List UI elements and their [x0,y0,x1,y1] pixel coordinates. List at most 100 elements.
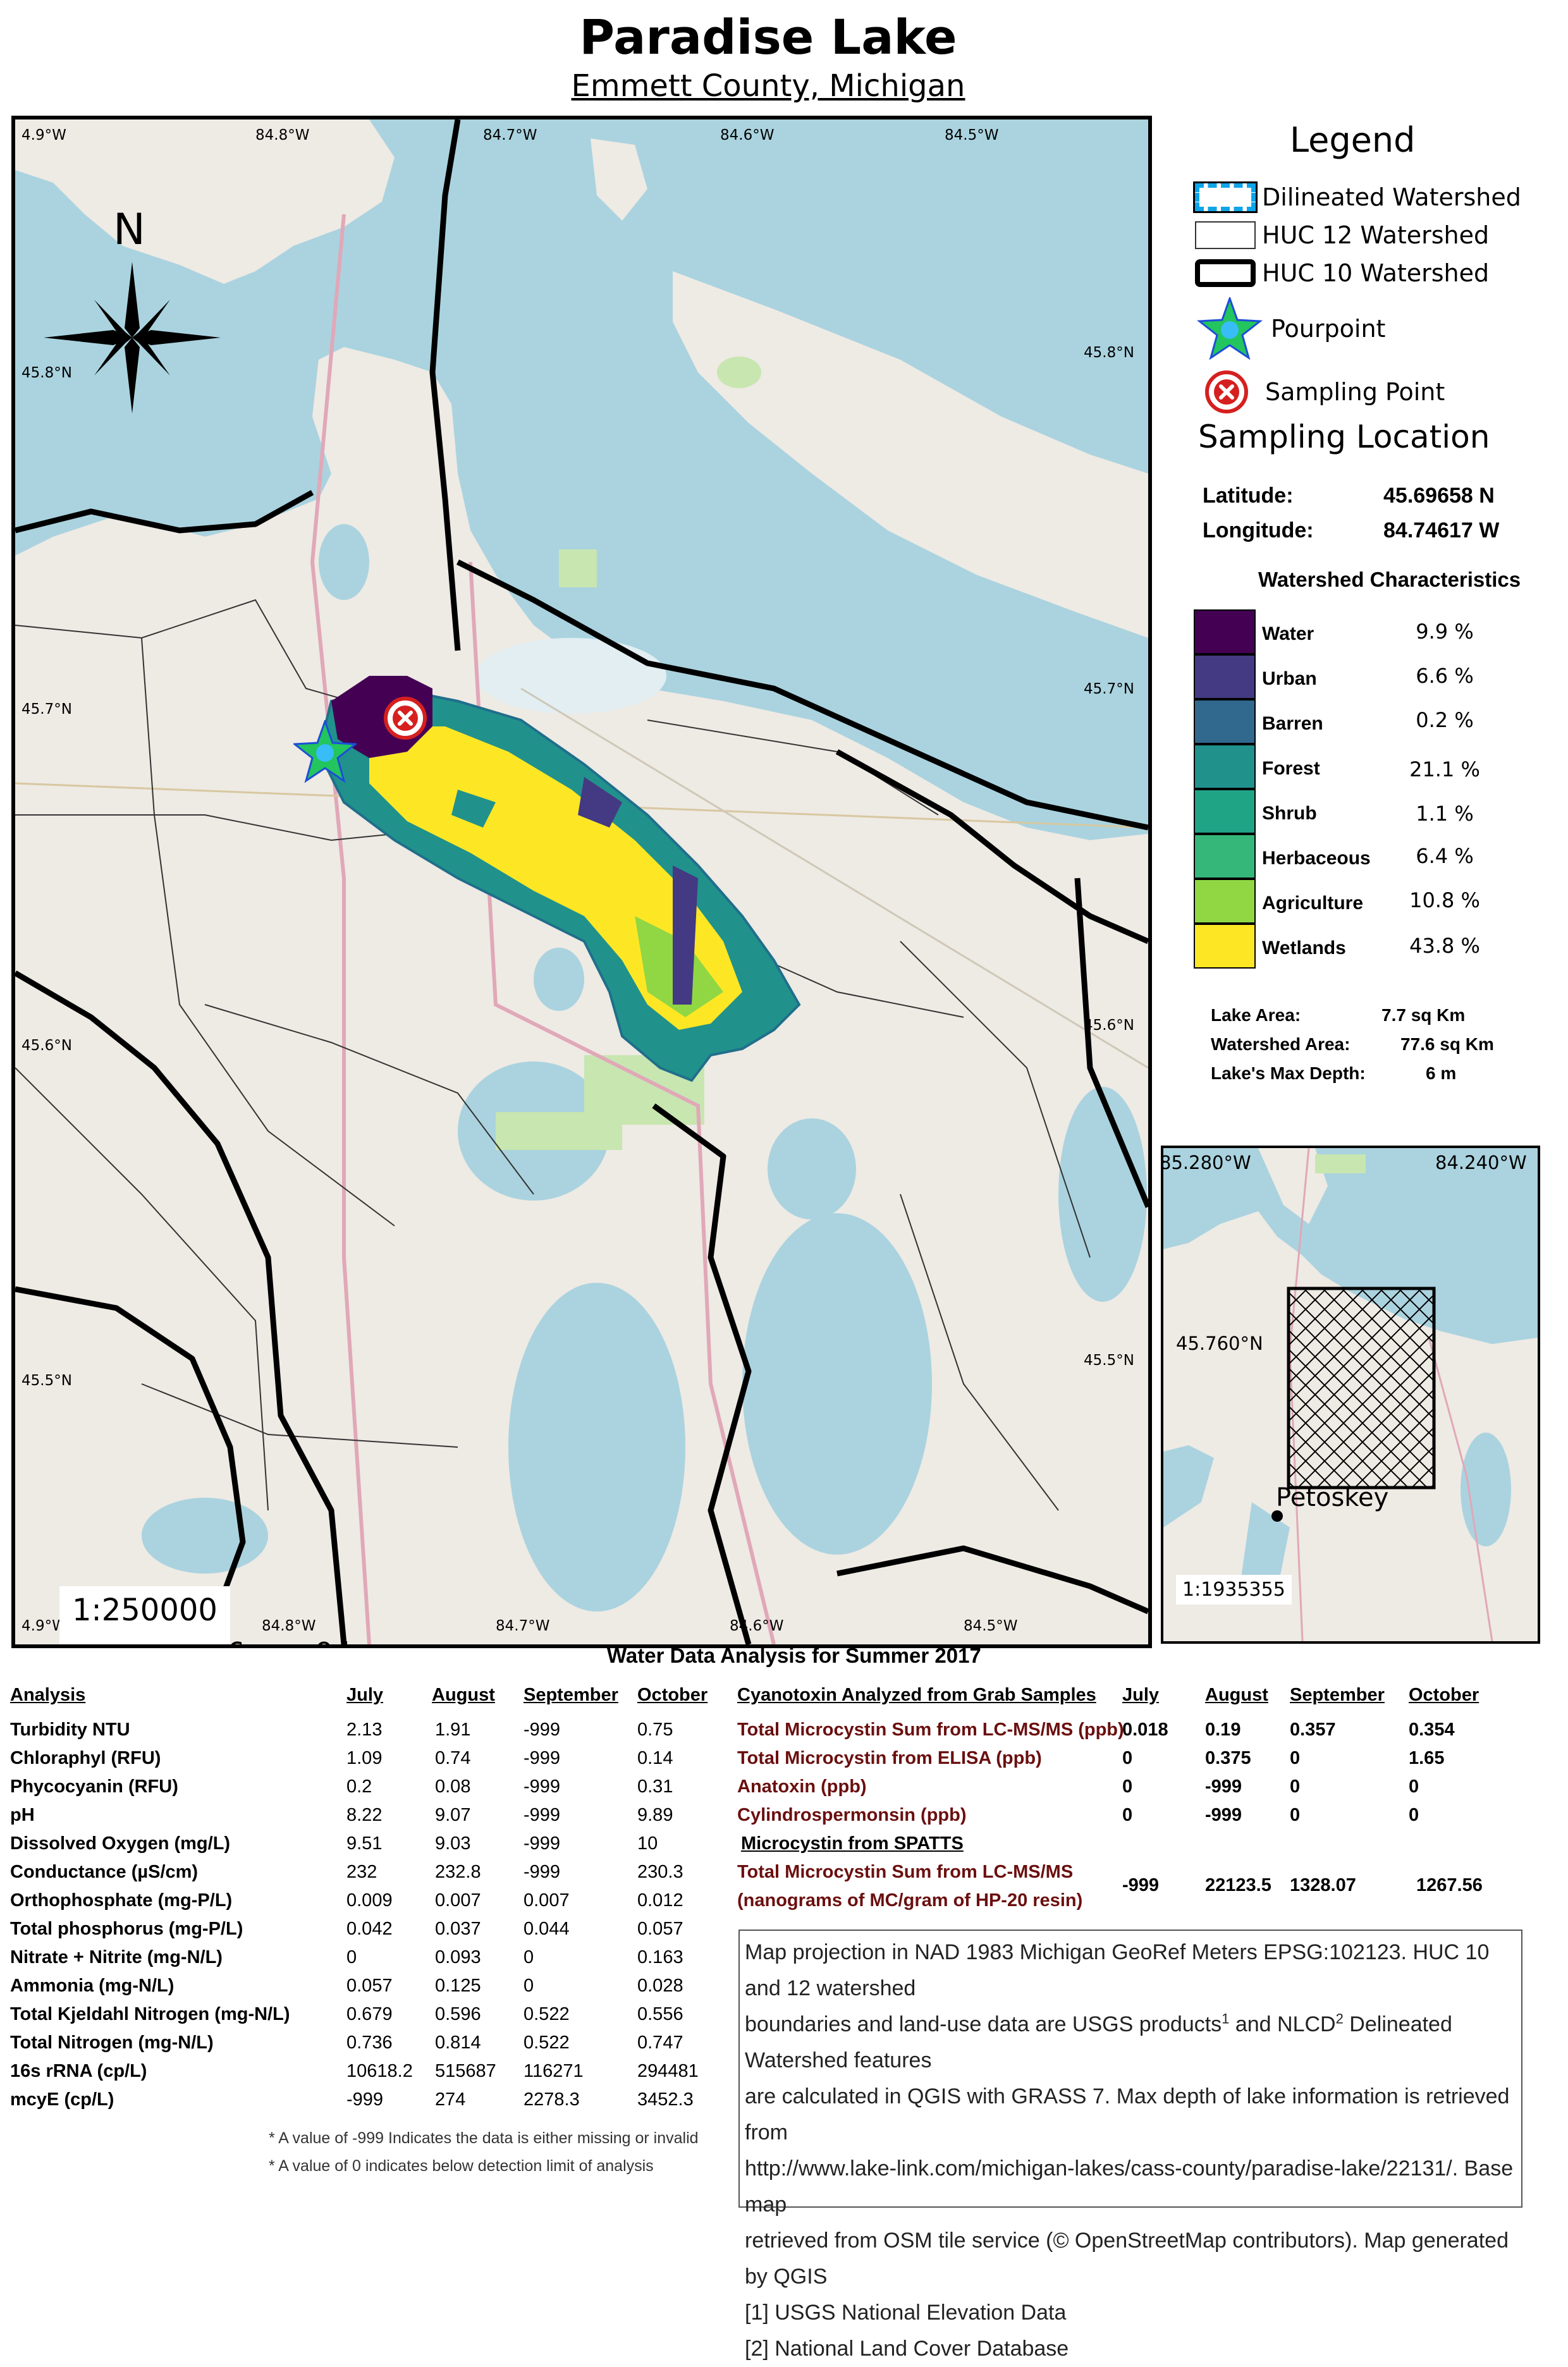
info-text: boundaries and land-use data are USGS pr… [745,2012,1222,2036]
cyano-cell: 0 [1290,1777,1301,1797]
footnote-marker: 1 [1222,2010,1230,2027]
table-cell: 9.51 [346,1833,383,1854]
scale-ratio: 1:250000 [72,1593,217,1628]
table-cell: 10618.2 [346,2061,413,2081]
cyano-cell: 0 [1122,1777,1133,1797]
table-cell: 0.556 [637,2004,683,2024]
land-cover-label: Herbaceous [1262,848,1371,869]
lon-label-top: 4.9°W [21,127,66,144]
reference-1: [1] USGS National Elevation Data [745,2301,1067,2325]
cyano-row-label: Total Microcystin Sum from LC-MS/MS (ppb… [737,1720,1124,1740]
cyano-cell: 0.375 [1205,1748,1251,1768]
table-header-august: August [432,1685,495,1705]
legend-item-pourpoint: Pourpoint [1195,297,1385,360]
table-cell: 0 [346,1947,357,1967]
table-cell: 230.3 [637,1862,683,1882]
table-cell: 0.522 [524,2004,570,2024]
main-map[interactable]: 4.9°W 84.8°W 84.7°W 84.6°W 84.5°W 4.9°W … [11,116,1152,1648]
table-row-label: Dissolved Oxygen (mg/L) [10,1833,231,1854]
footnote-marker: 2 [1335,2010,1344,2027]
x-circle-icon [1205,370,1248,413]
max-depth-label: Lake's Max Depth: [1211,1063,1366,1083]
spatts-cell: -999 [1122,1875,1160,1895]
table-cell: 0.057 [346,1976,393,1996]
table-header-september: September [524,1685,618,1705]
inset-scale: 1:1935355 [1176,1575,1292,1605]
spatts-header: Microcystin from SPATTS [741,1833,964,1854]
map-subtitle: Emmett County, Michigan [571,68,965,104]
lon-label-bottom: 84.8°W [262,1618,316,1634]
land-cover-swatch [1194,879,1256,924]
table-cell: 0 [524,1976,534,1996]
info-line: are calculated in QGIS with GRASS 7. Max… [745,2084,1510,2144]
watershed-characteristics-title: Watershed Characteristics [1258,568,1521,591]
spatts-label-units: (nanograms of MC/gram of HP-20 resin) [737,1890,1083,1911]
land-cover-swatch [1194,609,1256,654]
sampling-point-icon[interactable] [383,696,427,740]
table-cell: 2278.3 [524,2089,580,2110]
thick-box-icon [1195,259,1256,287]
lake-area-label: Lake Area: [1211,1005,1301,1025]
dashed-cyan-box-icon [1193,181,1258,213]
cyano-header-september: September [1290,1685,1385,1705]
footnote-missing: * A value of -999 Indicates the data is … [269,2129,699,2147]
table-cell: 515687 [435,2061,496,2081]
cyano-cell: 0.354 [1409,1720,1455,1740]
table-cell: 0.125 [435,1976,481,1996]
table-cell: 9.89 [637,1805,673,1825]
table-cell: 0.163 [637,1947,683,1967]
table-cell: 232 [346,1862,377,1882]
table-cell: 1.91 [435,1720,471,1740]
table-row-label: Total phosphorus (mg-P/L) [10,1919,243,1939]
table-cell: 0.08 [435,1777,471,1797]
table-cell: 1.09 [346,1748,383,1768]
table-row-label: 16s rRNA (cp/L) [10,2061,147,2081]
table-row-label: Turbidity NTU [10,1720,130,1740]
table-cell: 274 [435,2089,466,2110]
lat-label-right: 45.5°N [1084,1352,1134,1369]
land-cover-swatch [1194,699,1256,744]
table-cell: 0.012 [637,1890,683,1911]
table-cell: 116271 [524,2061,584,2081]
table-cell: 0.679 [346,2004,393,2024]
info-text: and NLCD [1229,2012,1336,2036]
cyano-cell: 0 [1290,1805,1301,1825]
lon-label-bottom: 84.7°W [496,1618,550,1634]
table-cell: 0.093 [435,1947,481,1967]
spatts-cell: 22123.5 [1205,1875,1271,1895]
spatts-label: Total Microcystin Sum from LC-MS/MS [737,1862,1074,1882]
land-cover-swatch [1194,654,1256,699]
cyano-cell: -999 [1205,1777,1242,1797]
spatts-cell: 1328.07 [1290,1875,1356,1895]
table-cell: -999 [524,1862,561,1882]
inset-city-label: Petoskey [1276,1483,1389,1512]
inset-lat: 45.760°N [1176,1333,1263,1354]
lat-label-right: 45.6°N [1084,1017,1134,1034]
legend-label: Dilineated Watershed [1262,183,1521,211]
cyano-cell: 0 [1122,1748,1133,1768]
footnote-detection: * A value of 0 indicates below detection… [269,2157,654,2175]
inset-map[interactable]: 85.280°W 84.240°W 45.760°N Petoskey 1:19… [1161,1146,1540,1644]
table-cell: 0.522 [524,2033,570,2053]
cyano-cell: 0.19 [1205,1720,1241,1740]
land-cover-swatch [1194,834,1256,879]
pourpoint-star-icon[interactable] [293,720,357,783]
cyano-cell: -999 [1205,1805,1242,1825]
land-cover-value: 9.9 % [1416,620,1474,644]
land-cover-value: 21.1 % [1409,757,1480,781]
info-line: Map projection in NAD 1983 Michigan GeoR… [745,1940,1490,2000]
table-cell: 0.007 [524,1890,570,1911]
table-row-label: mcyE (cp/L) [10,2089,114,2110]
land-cover-swatch [1194,789,1256,834]
lake-area-value: 7.7 sq Km [1381,1005,1466,1025]
land-cover-label: Urban [1262,668,1317,689]
table-cell: 0.009 [346,1890,393,1911]
north-label: N [113,205,145,255]
land-cover-label: Forest [1262,758,1320,779]
longitude-value: 84.74617 W [1383,518,1500,542]
table-row-label: pH [10,1805,35,1825]
land-cover-value: 6.6 % [1416,664,1474,688]
legend-label: HUC 10 Watershed [1262,259,1490,287]
legend-label: Sampling Point [1265,378,1445,406]
inset-basemap [1163,1148,1538,1641]
